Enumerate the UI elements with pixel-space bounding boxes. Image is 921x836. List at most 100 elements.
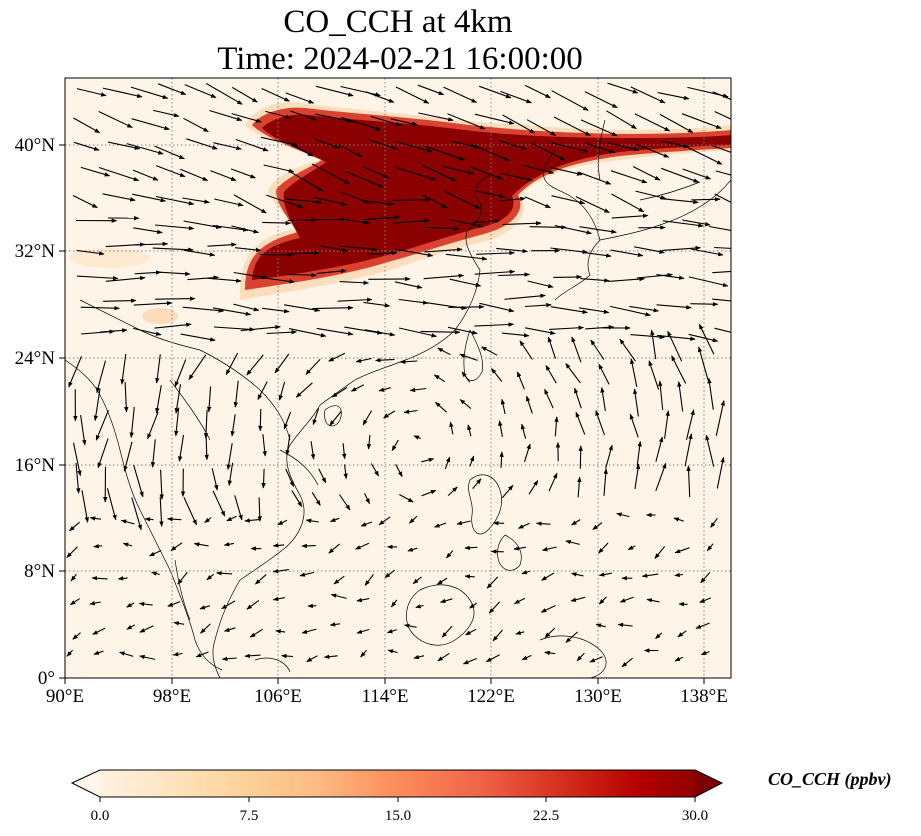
- wind-vector-arrow: [424, 247, 463, 253]
- wind-vector-arrow: [616, 512, 630, 518]
- wind-vector-arrow: [700, 572, 711, 584]
- wind-vector-arrow: [231, 225, 260, 234]
- lat-tick-label: 32°N: [15, 241, 56, 262]
- wind-vector-arrow: [341, 116, 381, 131]
- wind-vector-arrow: [684, 433, 693, 467]
- lat-tick-label: 16°N: [15, 455, 56, 476]
- lat-tick-label: 0°: [38, 668, 55, 689]
- wind-vector-arrow: [240, 324, 281, 332]
- wind-vector-arrow: [340, 218, 370, 225]
- wind-vector-arrow: [698, 323, 715, 355]
- wind-vector-arrow: [459, 399, 472, 410]
- wind-vector-arrow: [667, 330, 683, 362]
- wind-vector-arrow: [154, 322, 192, 329]
- wind-vector-arrow: [299, 571, 315, 577]
- wind-vector-arrow: [210, 170, 237, 182]
- wind-vector-arrow: [328, 543, 340, 554]
- wind-vector-arrow: [174, 359, 187, 388]
- wind-vector-arrow: [399, 359, 418, 364]
- wind-vector-arrow: [378, 516, 391, 526]
- wind-vector-arrow: [395, 86, 430, 104]
- wind-vector-arrow: [439, 598, 453, 604]
- wind-vector-arrow: [207, 242, 237, 247]
- wind-vector-arrow: [418, 112, 454, 122]
- wind-vectors: [66, 82, 731, 668]
- wind-vector-arrow: [174, 407, 180, 437]
- wind-vector-arrow: [606, 110, 637, 130]
- wind-vector-arrow: [345, 170, 384, 188]
- wind-vector-arrow: [526, 119, 557, 136]
- wind-vector-arrow: [584, 91, 618, 109]
- wind-vector-arrow: [152, 247, 194, 252]
- wind-vector-arrow: [103, 298, 137, 303]
- wind-vector-arrow: [177, 571, 188, 585]
- wind-vector-arrow: [611, 213, 649, 219]
- wind-vector-arrow: [172, 651, 183, 657]
- colorbar-tick-label: 22.5: [533, 808, 559, 824]
- wind-vector-arrow: [498, 139, 527, 150]
- wind-vector-arrow: [422, 194, 448, 209]
- wind-vector-arrow: [504, 293, 546, 300]
- wind-vector-arrow: [580, 119, 618, 137]
- wind-vector-arrow: [610, 170, 648, 184]
- wind-vector-arrow: [285, 198, 322, 205]
- wind-vector-arrow: [413, 435, 421, 440]
- wind-vector-arrow: [399, 494, 414, 503]
- wind-vector-arrow: [329, 517, 340, 523]
- wind-vector-arrow: [685, 409, 695, 440]
- wind-vector-arrow: [370, 115, 402, 127]
- map-time-subtitle: Time: 2024-02-21 16:00:00: [217, 41, 583, 77]
- wind-vector-arrow: [72, 442, 82, 477]
- wind-vector-arrow: [514, 597, 526, 605]
- wind-vector-arrow: [257, 381, 268, 400]
- wind-vector-arrow: [199, 605, 211, 610]
- wind-vector-arrow: [674, 656, 684, 662]
- wind-vector-arrow: [608, 276, 645, 282]
- wind-vector-arrow: [551, 142, 589, 153]
- wind-vector-arrow: [233, 194, 267, 214]
- wind-vector-arrow: [634, 113, 671, 132]
- wind-vector-arrow: [660, 198, 699, 205]
- wind-vector-arrow: [590, 339, 605, 360]
- wind-vector-arrow: [312, 408, 320, 426]
- wind-vector-arrow: [155, 354, 161, 384]
- wind-vector-arrow: [464, 545, 478, 550]
- wind-vector-arrow: [394, 281, 423, 289]
- wind-vector-arrow: [650, 329, 657, 360]
- wind-vector-arrow: [412, 576, 422, 585]
- wind-vector-arrow: [93, 650, 104, 655]
- wind-vector-arrow: [469, 166, 503, 180]
- wind-vector-arrow: [76, 88, 107, 97]
- wind-vector-arrow: [492, 629, 503, 642]
- wind-vector-arrow: [184, 84, 217, 99]
- wind-vector-arrow: [235, 138, 269, 152]
- wind-vector-arrow: [656, 334, 696, 341]
- wind-vector-arrow: [277, 519, 288, 526]
- wind-vector-arrow: [712, 270, 731, 274]
- wind-vector-arrow: [575, 196, 610, 213]
- wind-vector-arrow: [629, 413, 639, 438]
- wind-vector-arrow: [498, 272, 531, 277]
- wind-vector-arrow: [472, 478, 482, 489]
- wind-vector-arrow: [102, 193, 136, 202]
- wind-vector-arrow: [97, 438, 109, 469]
- wind-vector-arrow: [688, 276, 729, 288]
- wind-vector-arrow: [330, 593, 347, 599]
- wind-vector-arrow: [290, 250, 320, 256]
- wind-vector-arrow: [446, 550, 454, 559]
- wind-vector-arrow: [584, 142, 616, 154]
- wind-vector-arrow: [310, 441, 316, 460]
- wind-vector-arrow: [73, 141, 100, 151]
- wind-vector-arrow: [500, 90, 532, 104]
- wind-vector-arrow: [167, 601, 181, 607]
- wind-vector-arrow: [585, 325, 615, 330]
- wind-vector-arrow: [595, 623, 606, 628]
- wind-vector-arrow: [206, 573, 215, 581]
- wind-vector-arrow: [524, 84, 551, 99]
- wind-vector-arrow: [291, 490, 303, 508]
- wind-vector-arrow: [536, 521, 551, 526]
- wind-vector-arrow: [551, 90, 589, 111]
- wind-vector-arrow: [456, 520, 471, 526]
- lon-tick-label: 138°E: [680, 686, 728, 707]
- wind-vector-arrow: [80, 415, 87, 446]
